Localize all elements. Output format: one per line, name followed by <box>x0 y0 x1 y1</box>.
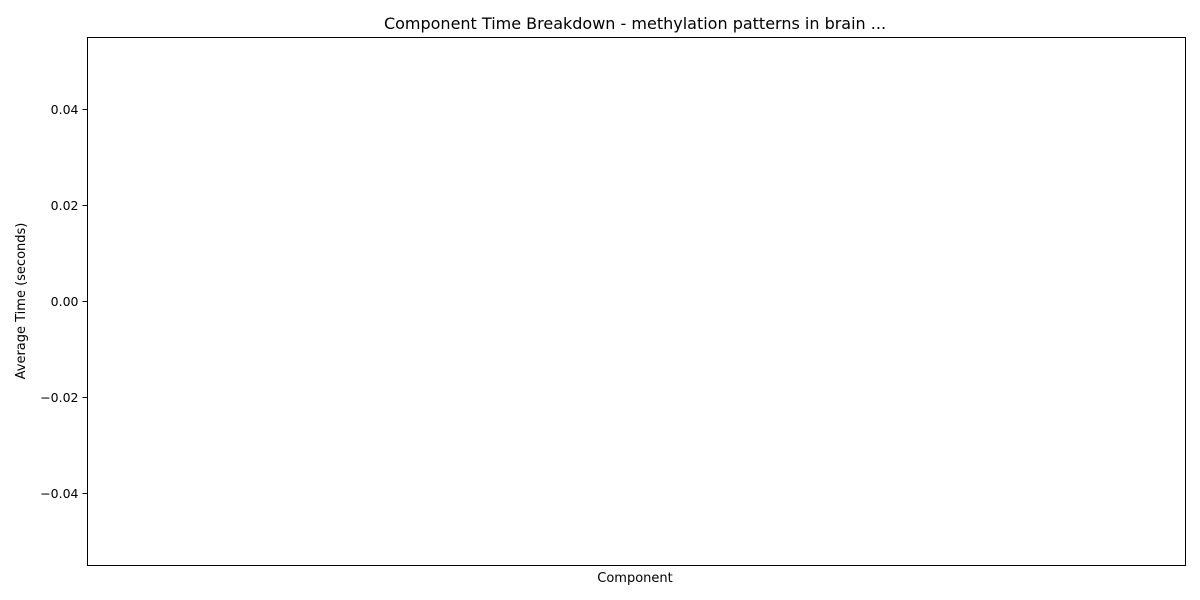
y-tick-label: −0.02 <box>40 390 78 405</box>
y-tick-label: 0.04 <box>51 102 79 117</box>
chart-title: Component Time Breakdown - methylation p… <box>384 14 886 33</box>
x-axis-label: Component <box>597 571 672 586</box>
y-tick-label: −0.04 <box>40 486 78 501</box>
y-axis-label: Average Time (seconds) <box>14 223 29 380</box>
y-tick-label: 0.00 <box>51 294 79 309</box>
y-tick-label: 0.02 <box>51 198 79 213</box>
y-axis-ticks: −0.04 −0.02 0.00 0.02 0.04 <box>40 102 88 501</box>
